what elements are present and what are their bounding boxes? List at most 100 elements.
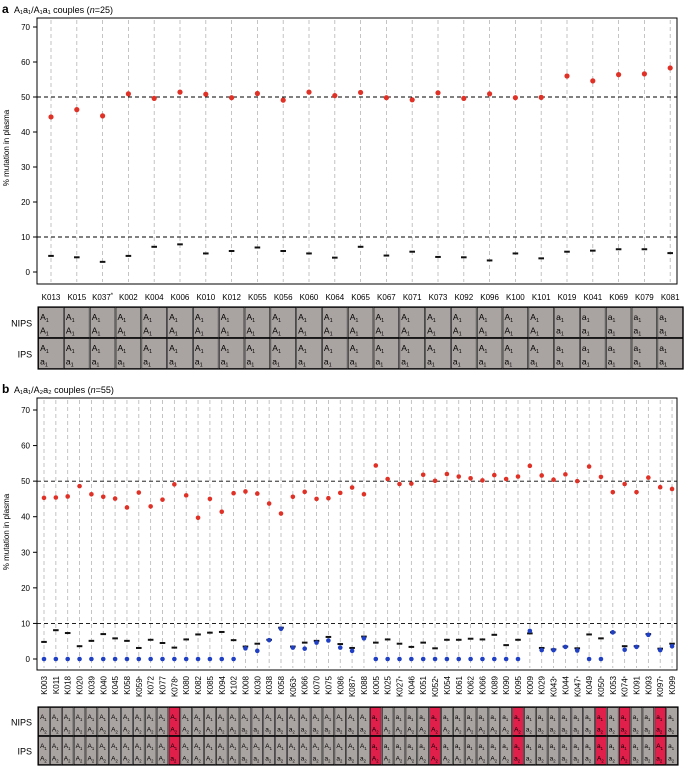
allele-label: a1 <box>582 356 590 368</box>
x-tick-label: K055 <box>248 293 267 302</box>
allele-label: a1 <box>514 743 521 751</box>
allele-label: a2 <box>253 727 260 735</box>
allele-label: A2 <box>514 727 521 735</box>
blue-point <box>41 656 47 662</box>
allele-label: a2 <box>609 756 616 764</box>
allele-label: a1 <box>634 312 642 324</box>
allele-label: a1 <box>585 714 592 722</box>
allele-label: A1 <box>427 343 436 355</box>
x-tick-label: K013 <box>42 293 61 302</box>
genotype-cell <box>630 736 643 765</box>
genotype-cell <box>453 736 465 765</box>
y-tick-label: 70 <box>21 23 30 32</box>
allele-label: A1 <box>206 743 213 751</box>
x-tick-label: K056 <box>274 293 293 302</box>
red-point <box>468 475 473 481</box>
allele-label: a1 <box>585 743 592 751</box>
blue-point <box>563 644 568 650</box>
red-point <box>254 90 260 97</box>
allele-label: a2 <box>550 727 557 735</box>
genotype-cell <box>370 736 382 765</box>
y-tick-label: 20 <box>21 584 30 593</box>
genotype-cell <box>144 736 157 765</box>
blue-point <box>598 656 604 662</box>
x-tick-label: K081 <box>661 293 680 302</box>
red-point <box>203 91 209 97</box>
allele-label: a1 <box>427 356 435 368</box>
red-point <box>564 73 570 79</box>
genotype-cell <box>296 338 322 369</box>
allele-label: A2 <box>372 756 379 764</box>
allele-label: a1 <box>608 343 616 355</box>
allele-label: A2 <box>479 756 486 764</box>
allele-label: A1 <box>66 325 75 337</box>
allele-label: A2 <box>218 727 225 735</box>
allele-label: A1 <box>350 312 359 324</box>
allele-label: A2 <box>218 756 225 764</box>
red-point <box>349 485 355 490</box>
blue-point <box>231 656 236 662</box>
allele-label: A1 <box>453 325 462 337</box>
allele-label: a2 <box>289 727 296 735</box>
genotype-cell <box>251 736 264 765</box>
allele-label: A1 <box>313 714 320 722</box>
allele-label: A1 <box>348 743 355 751</box>
x-tick-label: K011 <box>52 675 61 694</box>
red-point <box>361 492 367 497</box>
allele-label: A2 <box>64 727 71 735</box>
red-point <box>53 495 59 500</box>
allele-label: a1 <box>350 356 358 368</box>
y-tick-label: 0 <box>26 655 31 664</box>
genotype-cell <box>193 307 219 338</box>
x-tick-label: K062 <box>467 675 476 694</box>
x-tick-label: K046 <box>407 675 416 694</box>
panel-b-title: A₁a₁/A₂a₂ couples (n=55) <box>14 385 114 395</box>
red-point <box>512 95 519 101</box>
allele-label: a1 <box>92 356 100 368</box>
allele-label: a1 <box>582 312 590 324</box>
genotype-cell <box>512 736 524 765</box>
allele-label: A2 <box>123 727 130 735</box>
red-point <box>492 472 497 478</box>
allele-label: A1 <box>242 714 249 722</box>
allele-label: a2 <box>265 756 272 764</box>
allele-label: a2 <box>656 756 663 764</box>
allele-label: a1 <box>633 743 640 751</box>
allele-label: a1 <box>556 356 564 368</box>
allele-label: a1 <box>443 714 450 722</box>
genotype-cell <box>417 736 429 765</box>
allele-label: A1 <box>376 325 385 337</box>
blue-point <box>160 656 165 662</box>
allele-label: A1 <box>348 714 355 722</box>
x-tick-label: K012 <box>222 293 241 302</box>
allele-label: a2 <box>644 756 651 764</box>
blue-point <box>278 626 284 632</box>
genotype-cell <box>322 736 335 765</box>
genotype-cell <box>239 736 252 765</box>
allele-label: a2 <box>313 727 320 735</box>
x-tick-label: K091 <box>633 675 642 694</box>
allele-label: a2 <box>656 727 663 735</box>
allele-label: A1 <box>118 325 127 337</box>
blue-point <box>207 656 213 662</box>
x-tick-label: K009 <box>526 675 535 694</box>
x-tick-label: K073 <box>429 293 448 302</box>
red-point <box>503 476 509 482</box>
allele-label: A2 <box>182 756 189 764</box>
genotype-cell <box>373 307 400 338</box>
x-tick-label: K070 <box>313 675 322 694</box>
allele-label: A2 <box>87 727 94 735</box>
red-point <box>65 494 70 499</box>
allele-label: A2 <box>99 756 106 764</box>
allele-label: a2 <box>644 727 651 735</box>
blue-point <box>349 648 355 654</box>
x-tick-label: K082 <box>194 675 203 694</box>
blue-point <box>657 647 663 653</box>
red-point <box>326 495 331 501</box>
genotype-cell <box>580 338 606 369</box>
genotype-cell <box>64 338 90 369</box>
allele-label: A1 <box>230 743 237 751</box>
allele-label: a1 <box>597 743 604 751</box>
genotype-cell <box>156 736 169 765</box>
